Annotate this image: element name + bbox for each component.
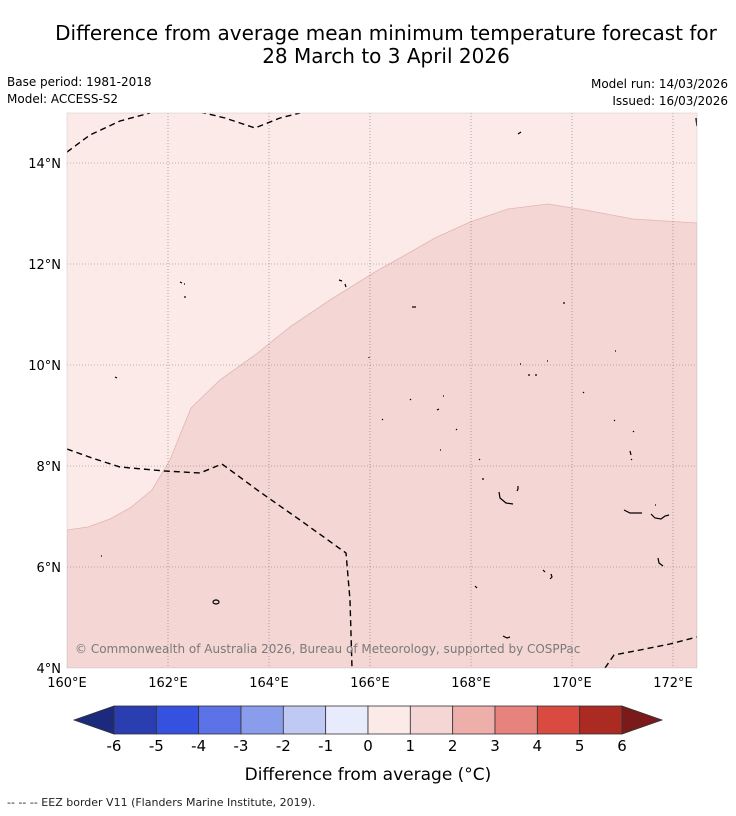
colorbar-tick-labels: -6 -5 -4 -3 -2 -1 0 1 2 3 4 5 6 (107, 737, 627, 755)
colorbar-tick-label: 0 (363, 737, 373, 755)
islands (101, 131, 670, 639)
colorbar-tick-label: -6 (107, 737, 122, 755)
colorbar-cell (113, 705, 157, 735)
metadata-right: Model run: 14/03/2026 Issued: 16/03/2026 (591, 76, 728, 110)
region-1-to-2 (67, 203, 697, 668)
eez-legend-note: -- -- -- EEZ border V11 (Flanders Marine… (7, 796, 316, 809)
copyright-notice: © Commonwealth of Australia 2026, Bureau… (75, 642, 580, 656)
colorbar-tick-label: 2 (448, 737, 458, 755)
lat-label-10: 10°N (28, 359, 61, 374)
colorbar-tick-label: 1 (406, 737, 416, 755)
model-name: Model: ACCESS-S2 (7, 92, 119, 106)
lat-label-12: 12°N (28, 258, 61, 273)
metadata-left: Base period: 1981-2018 Model: ACCESS-S2 (7, 74, 152, 108)
base-period: Base period: 1981-2018 (7, 75, 152, 89)
colorbar-tick-label: -3 (234, 737, 249, 755)
lon-label-166: 166°E (350, 676, 390, 691)
colorbar-cells (113, 705, 623, 735)
colorbar-tick-label: 6 (617, 737, 627, 755)
map-area: © Commonwealth of Australia 2026, Bureau… (67, 113, 697, 668)
model-run: Model run: 14/03/2026 (590, 77, 728, 91)
issued-date: Issued: 16/03/2026 (612, 94, 728, 108)
map-frame (66, 112, 698, 669)
lat-label-6: 6°N (37, 561, 62, 576)
lat-label-14: 14°N (28, 157, 61, 172)
colorbar-cell (198, 705, 242, 735)
lat-label-4: 4°N (37, 662, 62, 677)
colorbar-cell (409, 705, 454, 735)
colorbar-cell (240, 705, 284, 735)
colorbar-over-arrow (621, 705, 664, 735)
colorbar-under-arrow (72, 705, 115, 735)
lon-label-172: 172°E (653, 676, 693, 691)
colorbar-cell (536, 705, 581, 735)
colorbar-tick-label: 4 (533, 737, 543, 755)
colorbar-tick-label: 5 (575, 737, 585, 755)
lon-label-170: 170°E (552, 676, 592, 691)
colorbar-cell (494, 705, 538, 735)
colorbar-tick-label: -2 (276, 737, 291, 755)
map-title: Difference from average mean minimum tem… (0, 22, 736, 68)
colorbar-tick-label: -4 (191, 737, 206, 755)
title-line-2: 28 March to 3 April 2026 (262, 44, 510, 68)
lat-label-8: 8°N (37, 460, 62, 475)
latitude-labels: 14°N 12°N 10°N 8°N 6°N 4°N (28, 157, 61, 677)
lon-label-160: 160°E (47, 676, 87, 691)
colorbar-tick-label: 3 (490, 737, 500, 755)
colorbar-cell (282, 705, 327, 735)
title-line-1: Difference from average mean minimum tem… (55, 21, 717, 45)
graticule (67, 113, 697, 668)
colorbar-cell (367, 705, 411, 735)
colorbar-cell (452, 705, 496, 735)
colorbar-cell (325, 705, 369, 735)
longitude-labels: 160°E 162°E 164°E 166°E 168°E 170°E 172°… (47, 676, 693, 691)
colorbar-tick-label: -1 (318, 737, 333, 755)
colorbar-tick-label: -5 (149, 737, 164, 755)
lon-label-164: 164°E (249, 676, 289, 691)
lon-label-162: 162°E (148, 676, 188, 691)
colorbar: -6 -5 -4 -3 -2 -1 0 1 2 3 4 5 6 Difference from aver… (72, 705, 664, 785)
lon-label-168: 168°E (451, 676, 491, 691)
colorbar-label: Difference from average (°C) (245, 765, 492, 785)
colorbar-cell (579, 705, 623, 735)
colorbar-cell (155, 705, 200, 735)
